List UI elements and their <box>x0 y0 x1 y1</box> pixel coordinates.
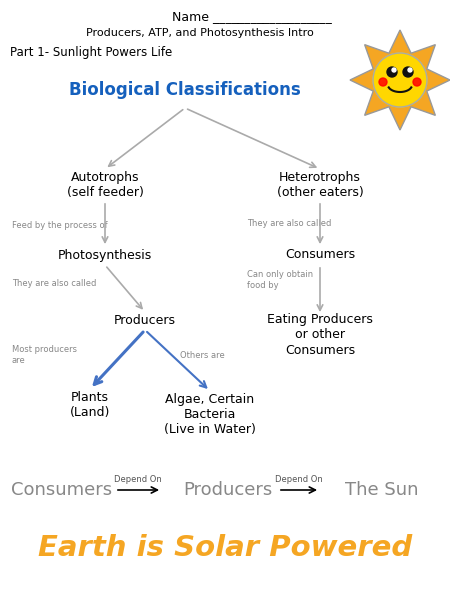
Text: Name ___________________: Name ___________________ <box>172 10 332 23</box>
Text: Photosynthesis: Photosynthesis <box>58 248 152 262</box>
Circle shape <box>379 78 387 86</box>
Circle shape <box>403 67 413 77</box>
Text: The Sun: The Sun <box>345 481 419 499</box>
Text: Others are: Others are <box>180 350 225 359</box>
Text: Feed by the process of: Feed by the process of <box>12 220 108 229</box>
Text: Eating Producers
or other
Consumers: Eating Producers or other Consumers <box>267 313 373 356</box>
Circle shape <box>413 78 421 86</box>
Text: Producers: Producers <box>114 313 176 326</box>
Text: They are also called: They are also called <box>247 220 331 229</box>
Text: Heterotrophs
(other eaters): Heterotrophs (other eaters) <box>277 171 364 199</box>
Text: Algae, Certain
Bacteria
(Live in Water): Algae, Certain Bacteria (Live in Water) <box>164 394 256 437</box>
Text: Consumers: Consumers <box>11 481 112 499</box>
Text: Plants
(Land): Plants (Land) <box>70 391 110 419</box>
Text: Producers, ATP, and Photosynthesis Intro: Producers, ATP, and Photosynthesis Intro <box>86 28 314 38</box>
Polygon shape <box>350 30 450 130</box>
Text: Can only obtain
food by: Can only obtain food by <box>247 270 313 290</box>
Text: Most producers
are: Most producers are <box>12 346 77 365</box>
Text: Depend On: Depend On <box>275 475 323 484</box>
Circle shape <box>392 68 396 72</box>
Text: Earth is Solar Powered: Earth is Solar Powered <box>38 534 412 562</box>
Text: Consumers: Consumers <box>285 248 355 262</box>
Circle shape <box>387 67 397 77</box>
Text: Depend On: Depend On <box>114 475 162 484</box>
Circle shape <box>373 53 427 107</box>
Text: Autotrophs
(self feeder): Autotrophs (self feeder) <box>67 171 144 199</box>
Circle shape <box>408 68 412 72</box>
Text: Producers: Producers <box>184 481 273 499</box>
Text: They are also called: They are also called <box>12 278 96 287</box>
Text: Biological Classifications: Biological Classifications <box>69 81 301 99</box>
Text: Part 1- Sunlight Powers Life: Part 1- Sunlight Powers Life <box>10 46 172 59</box>
